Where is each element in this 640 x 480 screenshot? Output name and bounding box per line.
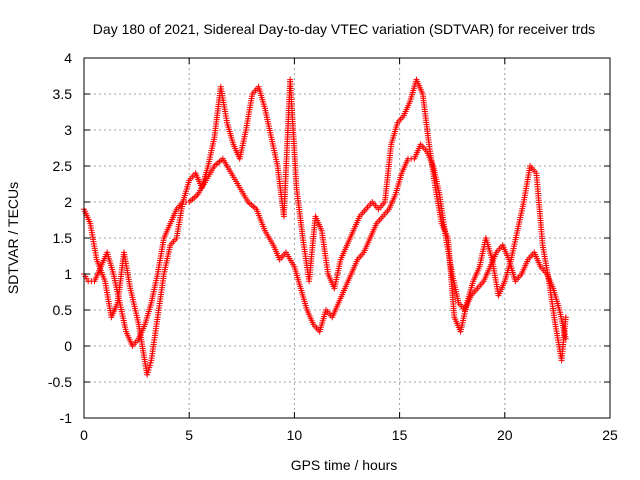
axis-ticks: 0 5 10 15 20 25 -1 -0.5 0 0.5 1 1.5 2 2.5 3 3.5 4 [48, 50, 618, 443]
chart-title: Day 180 of 2021, Sidereal Day-to-day VTE… [93, 21, 595, 37]
data-point [562, 314, 569, 321]
y-axis-label: SDTVAR / TECUs [5, 182, 21, 294]
x-tick-label: 5 [185, 427, 193, 443]
x-tick-label: 10 [287, 427, 303, 443]
y-tick-label: 1.5 [53, 230, 73, 246]
y-tick-label: 2 [64, 194, 72, 210]
y-tick-label: 1 [64, 266, 72, 282]
y-tick-label: 3 [64, 122, 72, 138]
y-tick-label: 0.5 [53, 302, 73, 318]
y-tick-label: -0.5 [48, 374, 72, 390]
y-tick-label: 4 [64, 50, 72, 66]
x-tick-label: 0 [80, 427, 88, 443]
x-tick-label: 15 [392, 427, 408, 443]
data-markers [81, 76, 569, 378]
x-tick-label: 25 [602, 427, 618, 443]
y-tick-label: 2.5 [53, 158, 73, 174]
y-tick-label: -1 [60, 410, 73, 426]
x-axis-label: GPS time / hours [291, 457, 398, 473]
y-tick-label: 3.5 [53, 86, 73, 102]
y-tick-label: 0 [64, 338, 72, 354]
x-tick-label: 20 [497, 427, 513, 443]
data-point [562, 335, 569, 342]
